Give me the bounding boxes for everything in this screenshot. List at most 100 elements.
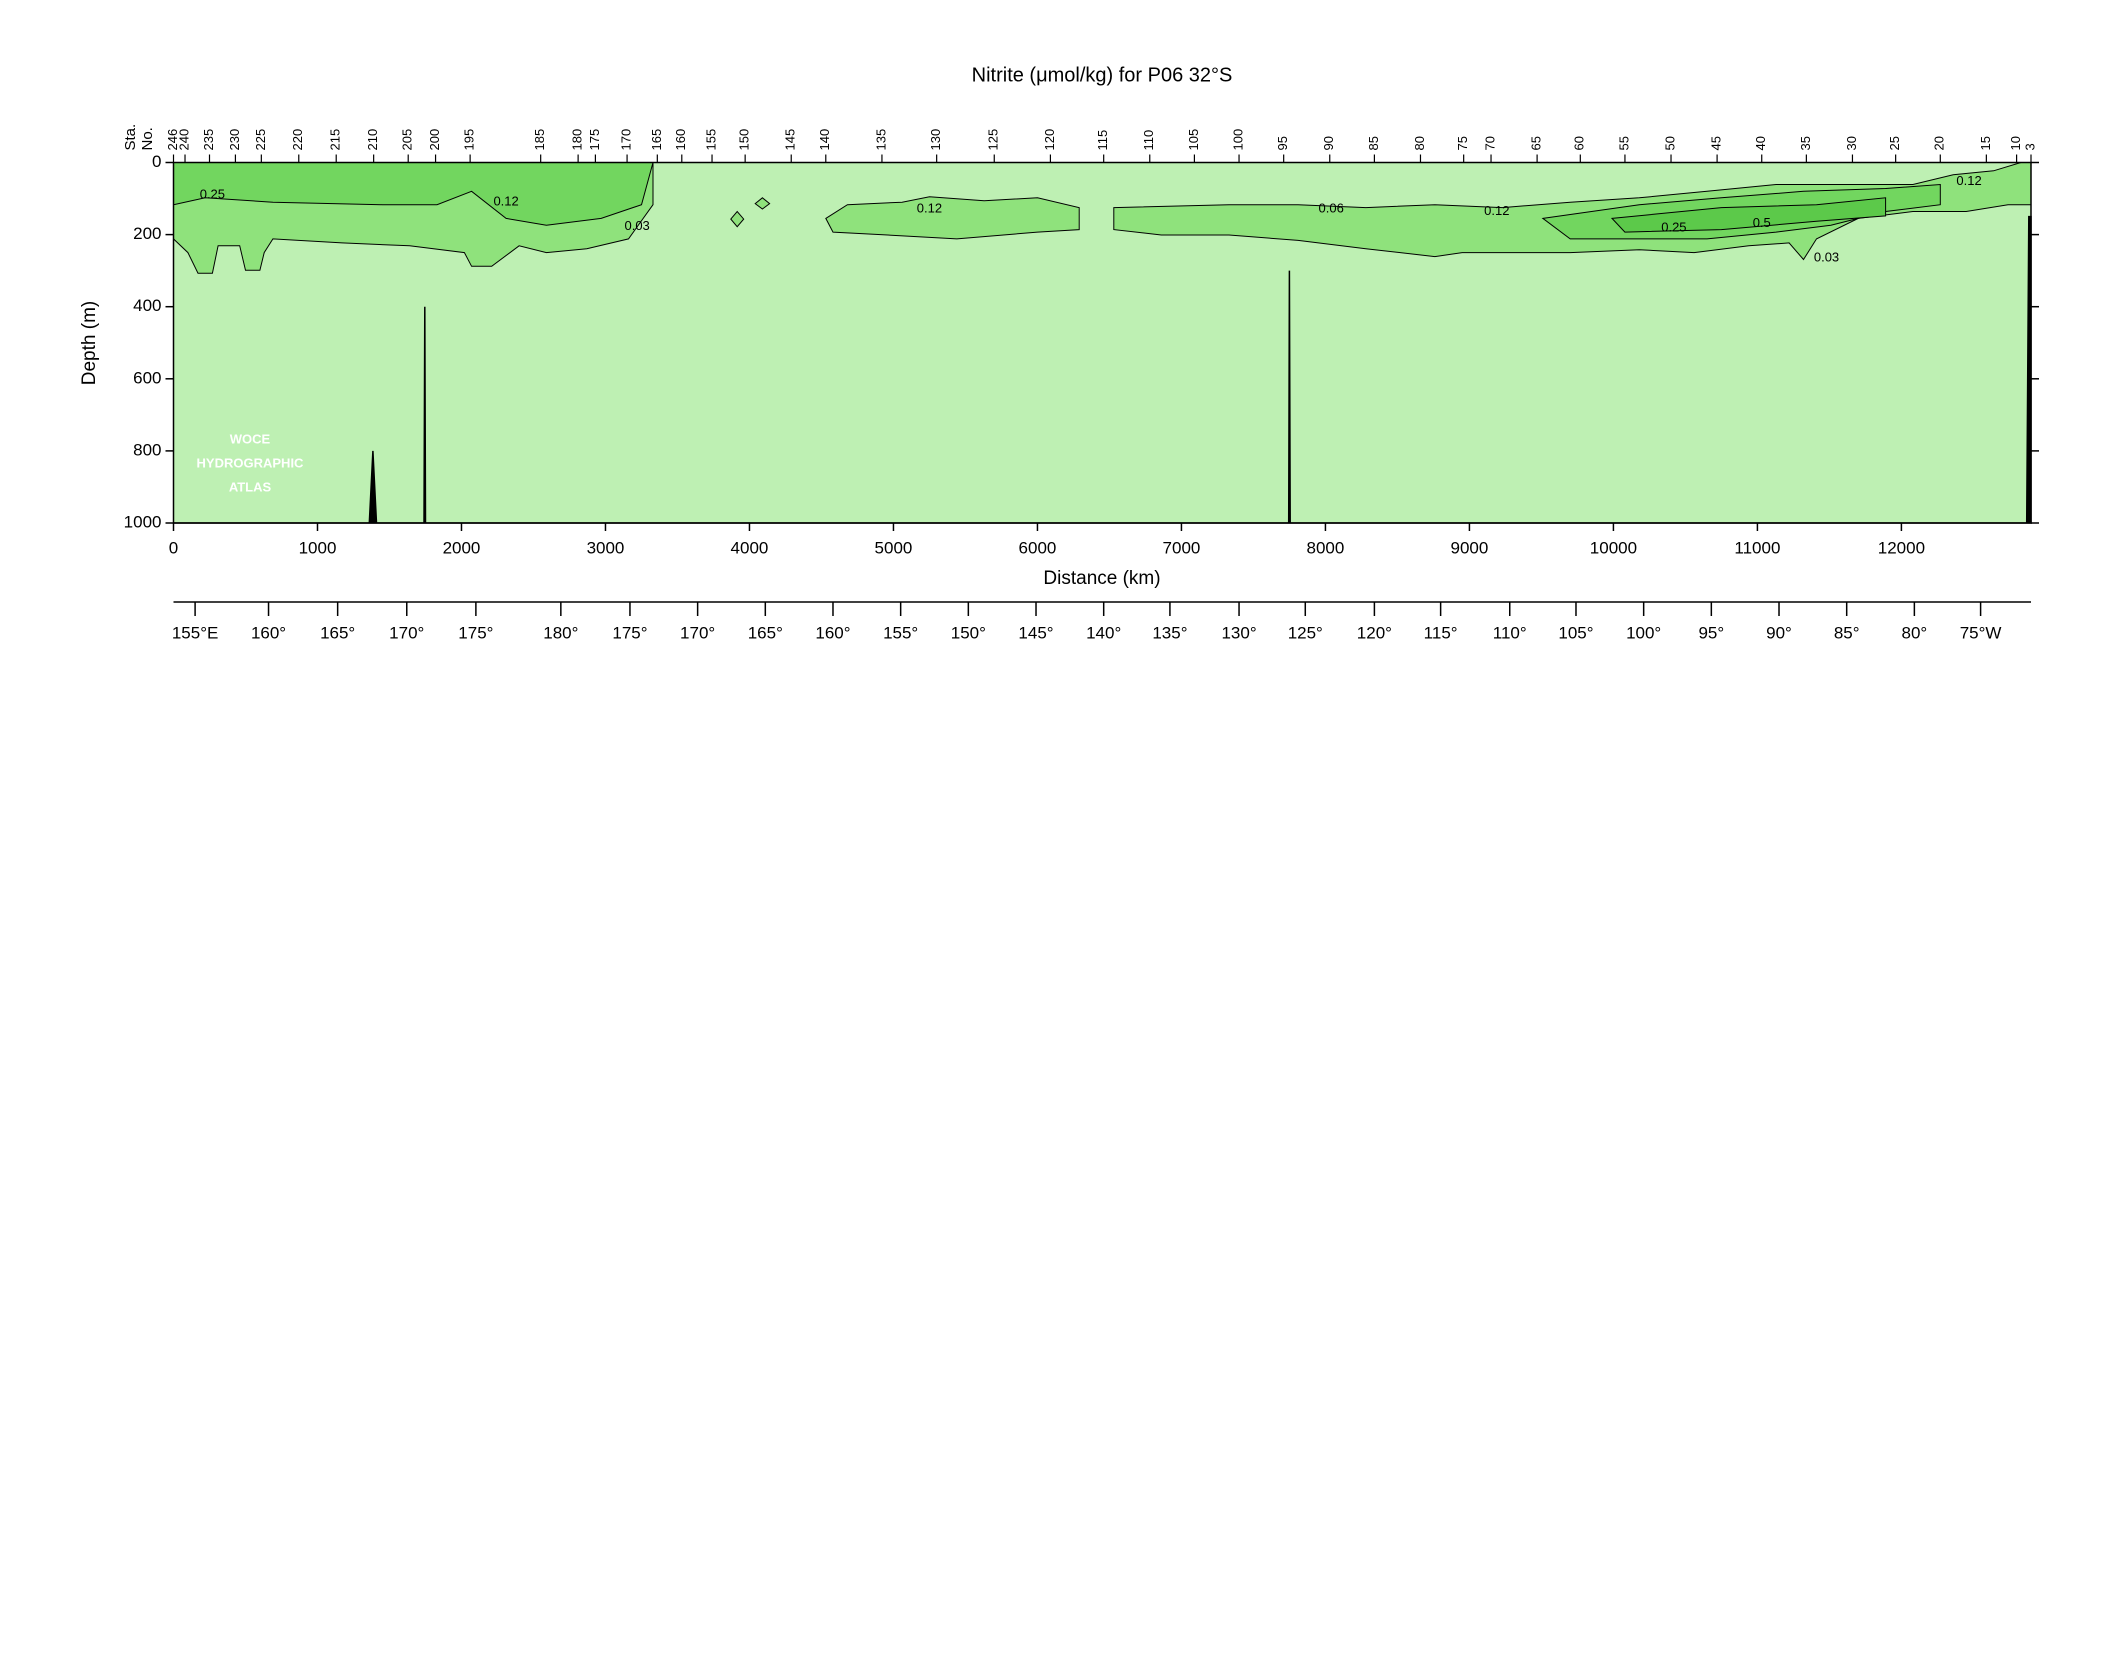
- station-label: 185: [532, 129, 547, 151]
- x-tick-label: 12000: [1878, 538, 1925, 557]
- station-label: 30: [1844, 136, 1859, 150]
- chart-title: Nitrite (μmol/kg) for P06 32°S: [972, 64, 1233, 86]
- station-label: 95: [1275, 136, 1290, 150]
- longitude-tick-label: 160°: [815, 623, 850, 642]
- station-label: 200: [427, 129, 442, 151]
- x-tick-label: 3000: [587, 538, 625, 557]
- longitude-tick-label: 160°: [251, 623, 286, 642]
- station-label: 120: [1042, 129, 1057, 151]
- station-label: 215: [328, 129, 343, 151]
- station-label: 240: [176, 129, 191, 151]
- longitude-tick-label: 80°: [1902, 623, 1928, 642]
- contour-label: 0.5: [1753, 215, 1771, 230]
- contour-region: [1610, 197, 1887, 233]
- station-label: 110: [1141, 130, 1156, 151]
- y-tick-label: 0: [152, 152, 161, 171]
- contour-label: 0.25: [1661, 220, 1686, 235]
- station-label: 85: [1366, 136, 1381, 150]
- station-label: 115: [1095, 130, 1110, 151]
- contour-label: 0.12: [1956, 173, 1981, 188]
- y-axis-label: Depth (m): [79, 301, 100, 385]
- station-label: 45: [1709, 136, 1724, 150]
- station-label: 55: [1616, 136, 1631, 150]
- station-label: 125: [986, 129, 1001, 151]
- longitude-tick-label: 150°: [951, 623, 986, 642]
- contour-label: 0.25: [200, 187, 225, 202]
- y-tick-label: 600: [133, 368, 161, 387]
- station-label: 225: [253, 129, 268, 151]
- station-label: 140: [817, 129, 832, 151]
- contour-label: 0.12: [1484, 203, 1509, 218]
- station-label: 165: [649, 129, 664, 151]
- station-label: 10: [2008, 136, 2023, 150]
- station-label: 246: [165, 129, 180, 151]
- station-label: 80: [1412, 136, 1427, 150]
- y-tick-label: 800: [133, 440, 161, 459]
- station-label: 180: [570, 129, 585, 151]
- plot-frame: [172, 161, 2032, 524]
- longitude-tick-label: 105°: [1558, 623, 1593, 642]
- y-tick-label: 1000: [124, 512, 162, 531]
- x-tick-label: 4000: [731, 538, 769, 557]
- station-label: 25: [1887, 136, 1902, 150]
- station-label: 65: [1529, 136, 1544, 150]
- contour-label: 0.12: [917, 200, 942, 215]
- station-label: 105: [1186, 129, 1201, 151]
- longitude-tick-label: 140°: [1086, 623, 1121, 642]
- y-tick-label: 400: [133, 296, 161, 315]
- station-label: 145: [783, 129, 798, 151]
- station-label: 15: [1978, 136, 1993, 150]
- x-axis-label: Distance (km): [1043, 568, 1160, 589]
- longitude-tick-label: 95°: [1698, 623, 1724, 642]
- longitude-tick-label: 115°: [1424, 623, 1458, 642]
- longitude-tick-label: 135°: [1152, 623, 1187, 642]
- contour-label: 0.06: [1319, 200, 1344, 215]
- longitude-tick-label: 85°: [1834, 623, 1860, 642]
- station-label: 230: [227, 129, 242, 151]
- station-label: 70: [1482, 136, 1497, 150]
- longitude-tick-label: 175°: [612, 623, 647, 642]
- longitude-tick-label: 155°E: [172, 623, 219, 642]
- x-tick-label: 5000: [875, 538, 913, 557]
- contour-region: [173, 162, 654, 226]
- longitude-tick-label: 165°: [320, 623, 355, 642]
- station-label: 20: [1932, 136, 1947, 150]
- station-axis-label: No.: [139, 127, 156, 150]
- station-label: 50: [1662, 136, 1677, 150]
- x-tick-label: 0: [169, 538, 178, 557]
- x-tick-label: 2000: [443, 538, 481, 557]
- contour-label: 0.03: [624, 218, 649, 233]
- x-tick-label: 6000: [1019, 538, 1057, 557]
- longitude-tick-label: 145°: [1018, 623, 1053, 642]
- station-label: 130: [928, 129, 943, 151]
- watermark: WOCE: [230, 431, 271, 446]
- station-label: 60: [1572, 136, 1587, 150]
- station-label: 235: [201, 129, 216, 151]
- station-label: 35: [1798, 136, 1813, 150]
- station-label: 150: [737, 129, 752, 151]
- contour-region: [730, 210, 745, 228]
- longitude-tick-label: 100°: [1626, 623, 1661, 642]
- longitude-tick-label: 180°: [543, 623, 578, 642]
- longitude-tick-label: 110°: [1493, 623, 1527, 642]
- station-label: 210: [365, 129, 380, 151]
- longitude-tick-label: 170°: [680, 623, 715, 642]
- contour-label: 0.03: [1814, 249, 1839, 264]
- station-label: 175: [587, 129, 602, 151]
- station-label: 75: [1455, 136, 1470, 150]
- longitude-tick-label: 165°: [748, 623, 783, 642]
- x-tick-label: 9000: [1451, 538, 1489, 557]
- station-label: 220: [290, 129, 305, 151]
- station-label: 3: [2022, 143, 2037, 150]
- longitude-tick-label: 120°: [1357, 623, 1392, 642]
- station-label: 135: [873, 129, 888, 151]
- longitude-tick-label: 175°: [458, 623, 493, 642]
- station-label: 40: [1753, 136, 1768, 150]
- x-tick-label: 10000: [1590, 538, 1637, 557]
- station-label: 155: [703, 129, 718, 151]
- station-label: 195: [462, 129, 477, 151]
- x-tick-label: 11000: [1734, 538, 1780, 557]
- watermark: HYDROGRAPHIC: [197, 455, 305, 470]
- y-tick-label: 200: [133, 224, 161, 243]
